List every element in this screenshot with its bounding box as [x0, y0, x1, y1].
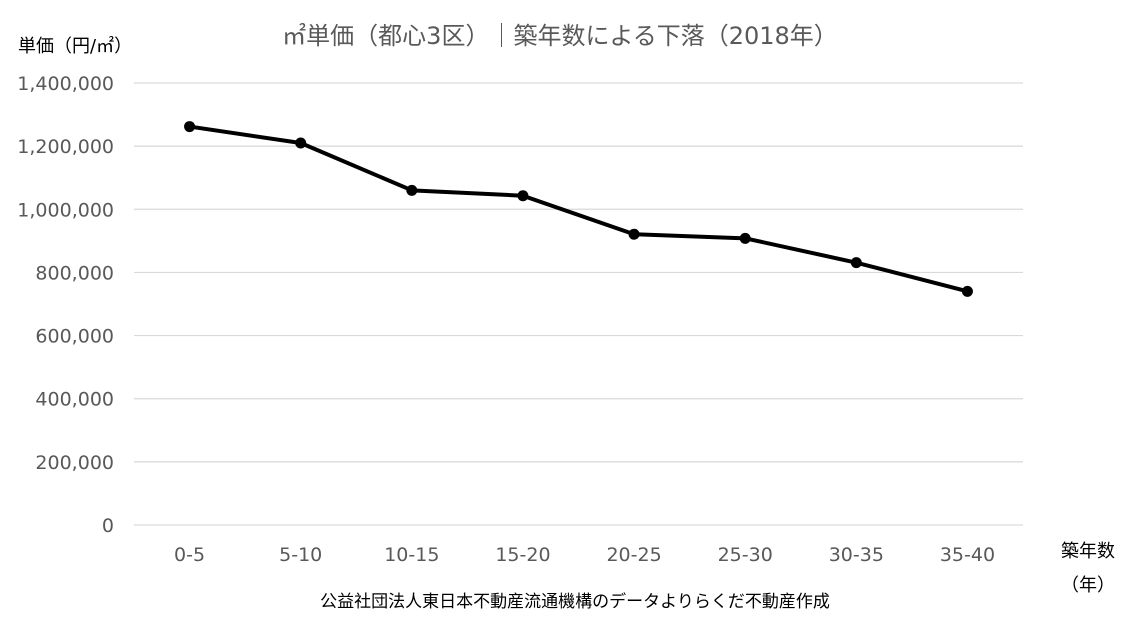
- y-tick-label: 800,000: [35, 262, 114, 284]
- series-line-group: [184, 121, 973, 297]
- source-note: 公益社団法人東日本不動産流通機構のデータよりらくだ不動産作成: [320, 591, 830, 612]
- x-axis-label-line2: （年）: [1061, 575, 1115, 596]
- data-point: [295, 137, 307, 149]
- data-point: [850, 257, 862, 269]
- y-axis-label: 単価（円/㎡）: [18, 35, 132, 57]
- x-tick-label: 25-30: [718, 544, 773, 566]
- x-tick-label: 35-40: [940, 544, 995, 566]
- y-tick-label: 200,000: [35, 452, 114, 474]
- x-axis-ticks: 0-5 5-10 10-15 15-20 20-25 25-30 30-35 35-40: [174, 544, 995, 566]
- y-tick-label: 0: [102, 515, 114, 537]
- y-tick-label: 400,000: [35, 389, 114, 411]
- y-tick-label: 1,400,000: [17, 73, 114, 95]
- x-tick-label: 0-5: [174, 544, 205, 566]
- gridlines: [134, 82, 1023, 526]
- x-tick-label: 20-25: [606, 544, 661, 566]
- x-tick-label: 10-15: [384, 544, 439, 566]
- data-point: [406, 184, 418, 196]
- data-point: [517, 190, 529, 202]
- x-tick-label: 15-20: [495, 544, 550, 566]
- y-axis-ticks: 0 200,000 400,000 600,000 800,000 1,000,000 1,…: [17, 73, 114, 537]
- x-tick-label: 5-10: [279, 544, 322, 566]
- y-tick-label: 1,000,000: [17, 199, 114, 221]
- y-tick-label: 1,200,000: [17, 136, 114, 158]
- y-tick-label: 600,000: [35, 326, 114, 348]
- series-line: [187, 124, 970, 294]
- data-point: [628, 228, 640, 240]
- data-point: [739, 232, 751, 244]
- x-axis-label-line1: 築年数: [1061, 541, 1115, 562]
- data-point: [961, 285, 973, 297]
- chart-title: ㎡単価（都心3区）｜築年数による下落（2018年）: [282, 22, 838, 50]
- x-tick-label: 30-35: [829, 544, 884, 566]
- data-point: [184, 121, 196, 133]
